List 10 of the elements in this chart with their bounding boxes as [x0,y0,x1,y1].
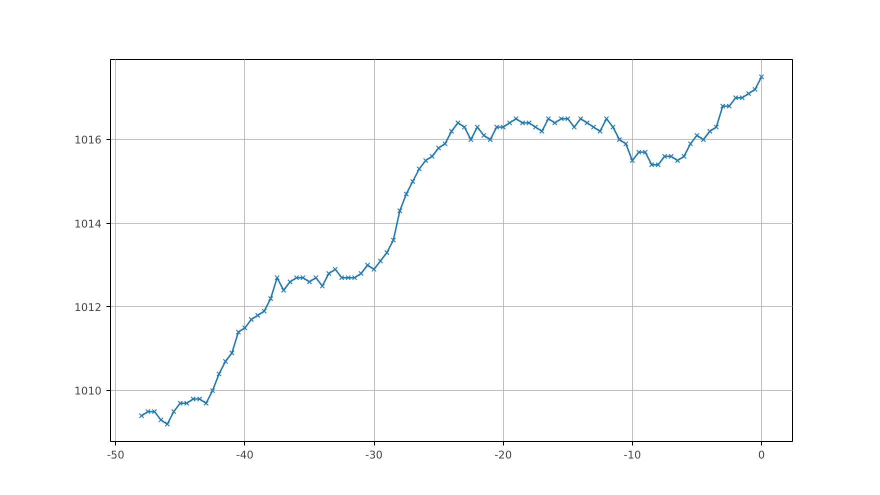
y-tick-label: 1012 [74,300,102,314]
x-tick-label: 0 [758,448,766,462]
y-tick-label: 1010 [74,384,102,398]
x-tick-label: -30 [365,448,383,462]
y-tick-label: 1014 [74,217,102,230]
x-tick-label: -40 [236,448,254,462]
y-tick-label: 1016 [74,134,102,147]
x-tick-label: -10 [624,448,642,462]
x-tick-label: -50 [106,448,125,462]
x-tick-label: -20 [494,448,512,462]
